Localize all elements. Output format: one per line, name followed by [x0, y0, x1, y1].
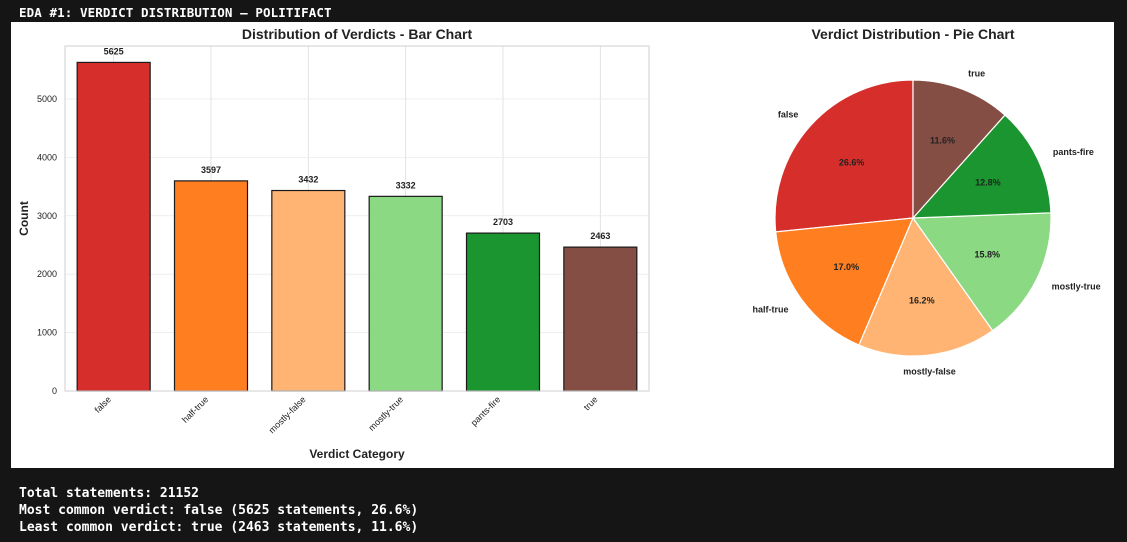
x-tick-label: mostly-false — [267, 394, 308, 435]
bar-pants-fire — [465, 232, 541, 392]
x-tick-label: mostly-true — [367, 394, 406, 433]
pie-category-label: half-true — [753, 305, 789, 315]
x-tick-label: false — [93, 394, 114, 415]
pie-slice-false — [774, 79, 914, 233]
bar-value-label: 3332 — [396, 180, 416, 190]
y-tick-label: 0 — [52, 386, 57, 396]
bar-plot-frame — [64, 45, 650, 392]
pie-category-label: true — [968, 69, 985, 79]
pie-slice-mostly-true — [911, 212, 1052, 332]
y-tick-label: 4000 — [37, 152, 57, 162]
figure-canvas: Distribution of Verdicts - Bar Chart 0 100… — [11, 22, 1114, 468]
y-tick-label: 2000 — [37, 269, 57, 279]
x-tick-label: half-true — [180, 394, 210, 424]
pie-slice-half-true — [775, 217, 914, 346]
pie-slice-pants-fire — [911, 114, 1052, 219]
console-line-total: Total statements: 21152 — [19, 486, 200, 501]
pie-percent-label: 16.2% — [909, 295, 935, 305]
console-output: Total statements: 21152 Most common verd… — [19, 485, 418, 536]
x-axis-label: Verdict Category — [309, 447, 405, 461]
bar-half-true — [173, 180, 249, 392]
console-line-least-common: Least common verdict: true (2463 stateme… — [19, 520, 419, 535]
bar-value-label: 2463 — [590, 231, 610, 241]
console-line-most-common: Most common verdict: false (5625 stateme… — [19, 503, 419, 518]
pie-percent-label: 11.6% — [930, 136, 955, 146]
bar-true — [563, 246, 638, 392]
pie-category-label: mostly-false — [903, 367, 956, 377]
page-title: EDA #1: VERDICT DISTRIBUTION – POLITIFAC… — [19, 5, 332, 20]
charts-svg: Distribution of Verdicts - Bar Chart 0 100… — [17, 26, 1101, 461]
pie-slice-mostly-false — [858, 216, 994, 357]
y-tick-label: 3000 — [37, 211, 57, 221]
pie-category-label: mostly-true — [1052, 281, 1101, 291]
pie-chart-title: Verdict Distribution - Pie Chart — [811, 26, 1014, 42]
bar-value-label: 3432 — [298, 175, 318, 185]
pie-category-label: pants-fire — [1053, 147, 1094, 157]
bar-value-label: 3597 — [201, 165, 221, 175]
pie-category-label: false — [778, 109, 799, 119]
bar-chart-title: Distribution of Verdicts - Bar Chart — [242, 26, 473, 42]
y-tick-label: 5000 — [37, 94, 57, 104]
y-tick-label: 1000 — [37, 328, 57, 338]
bar-value-label: 5625 — [104, 46, 124, 56]
pie-chart: Verdict Distribution - Pie Chart 26.6% fal… — [753, 26, 1101, 377]
bar-mostly-true — [368, 195, 443, 392]
x-tick-label: pants-fire — [469, 394, 503, 428]
x-tick-label: true — [582, 394, 600, 412]
pie-percent-label: 26.6% — [839, 157, 865, 167]
pie-percent-label: 15.8% — [974, 250, 1000, 260]
pie-percent-label: 17.0% — [834, 262, 860, 272]
bar-false — [76, 61, 151, 392]
y-axis-label: Count — [17, 201, 31, 236]
bar-value-label: 2703 — [493, 217, 513, 227]
bar-mostly-false — [271, 189, 346, 392]
bar-chart: Distribution of Verdicts - Bar Chart 0 100… — [17, 26, 650, 461]
pie-percent-label: 12.8% — [975, 178, 1001, 188]
pie-slice-true — [912, 79, 1006, 220]
